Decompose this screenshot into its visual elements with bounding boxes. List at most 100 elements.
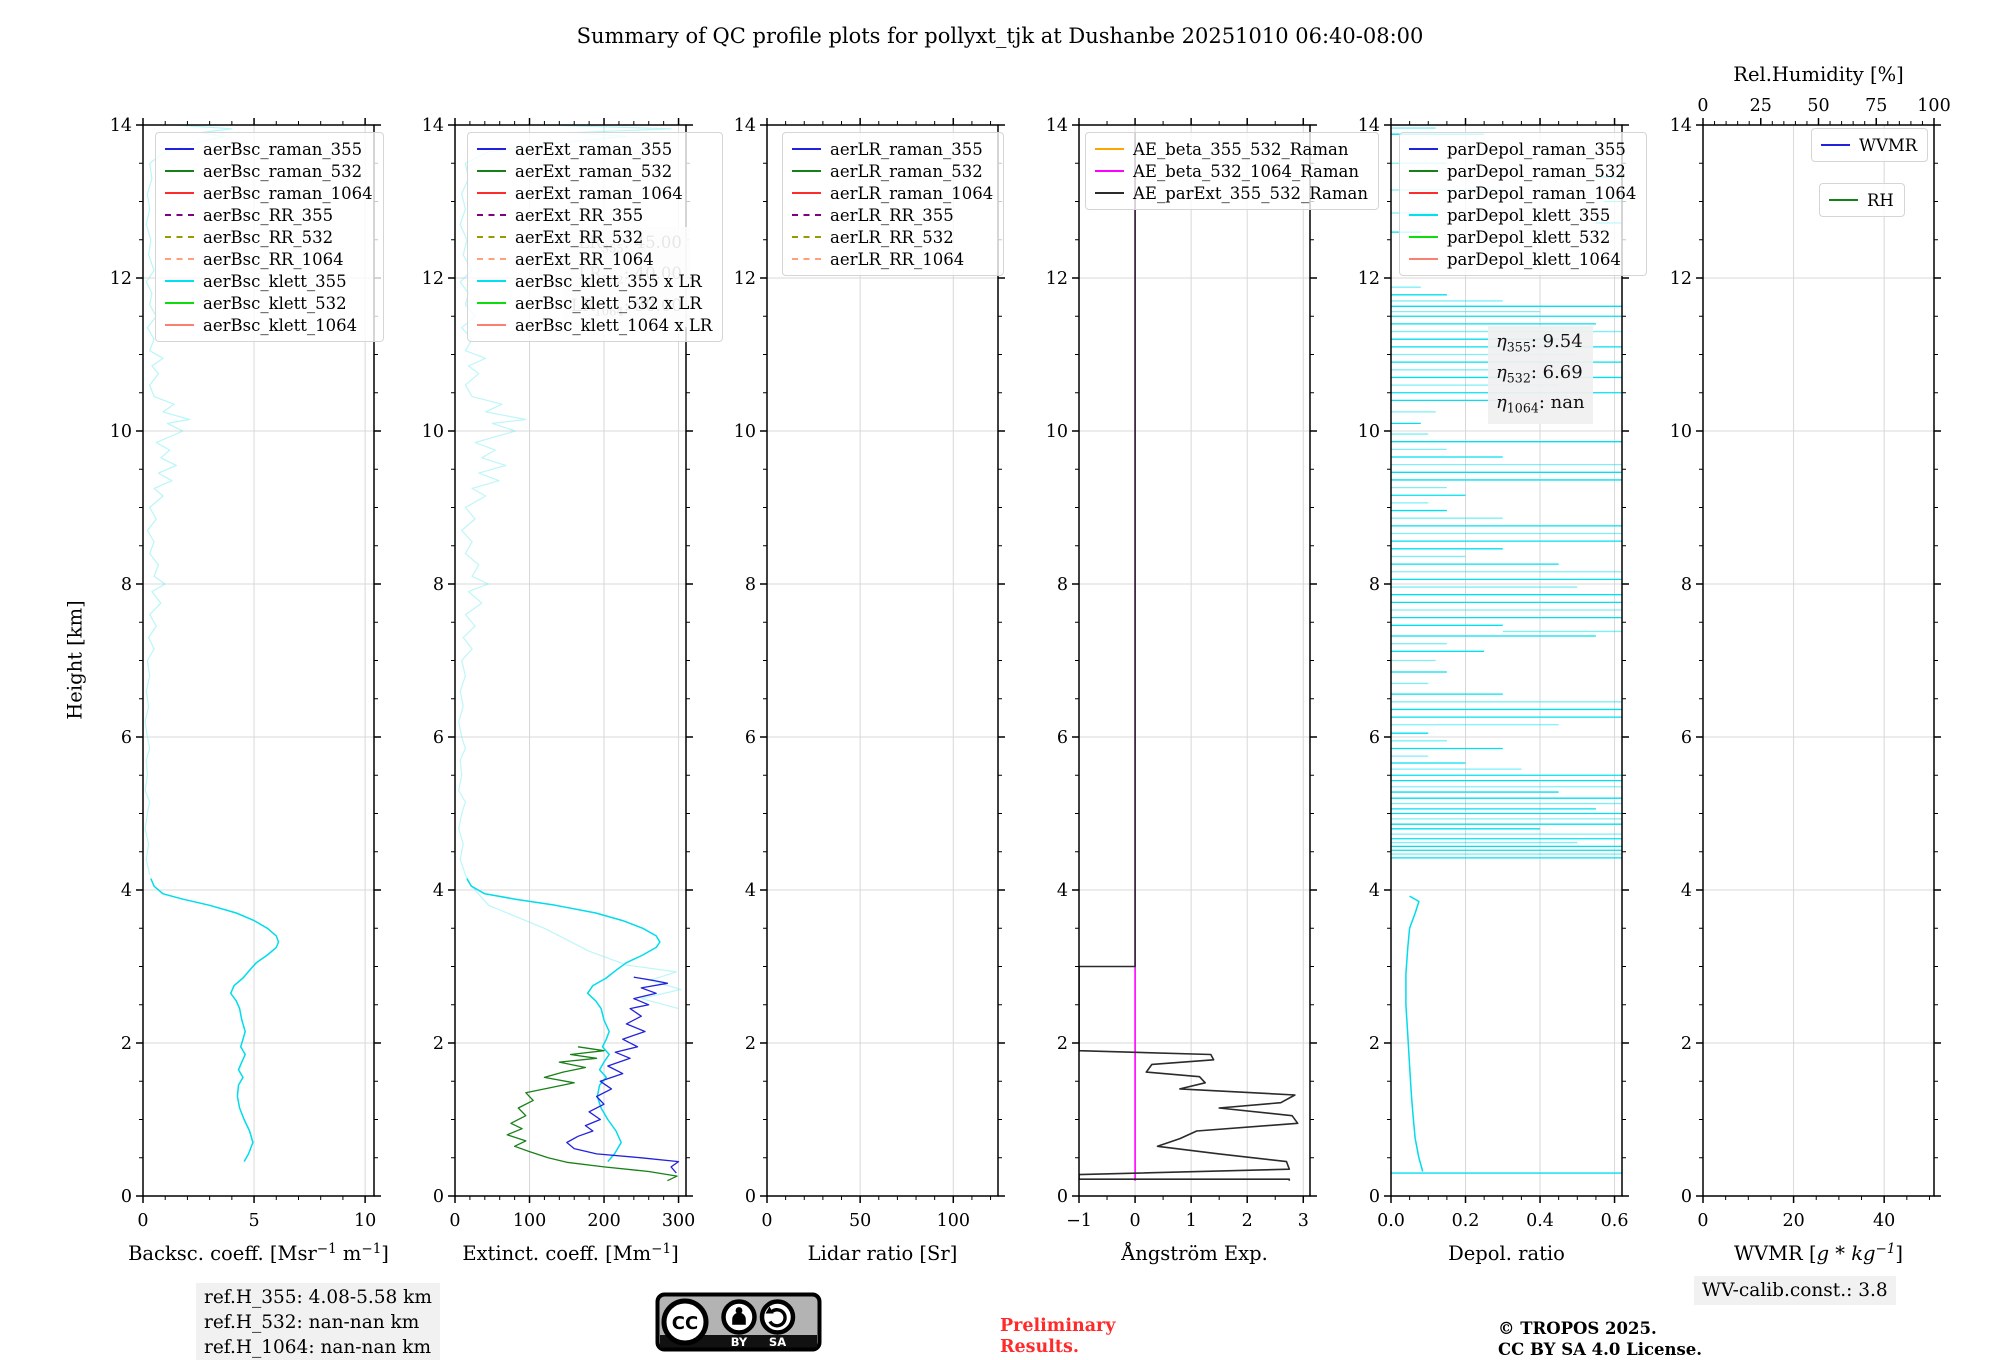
legend-item: parDepol_raman_1064 (1409, 182, 1636, 204)
cc-icon (661, 1298, 709, 1346)
legend-line-swatch (477, 170, 506, 172)
legend-item-label: aerLR_RR_1064 (830, 249, 965, 269)
eta-1064-value: η1064: nan (1496, 392, 1585, 416)
y-tick-label: 8 (1057, 575, 1068, 595)
legend-item-label: aerBsc_RR_355 (203, 205, 334, 225)
y-tick-label: 4 (121, 881, 132, 901)
x-tick-label: 0 (449, 1211, 460, 1231)
legend-line-swatch (792, 192, 821, 194)
x-axis-label: Lidar ratio [Sr] (808, 1242, 958, 1265)
legend-depol: parDepol_raman_355 parDepol_raman_532 parD… (1399, 132, 1648, 276)
plot-wvmr: 0 25 50 75 100 Rel.Humidity [%] 0 20 40 0 2 4 6 8 10 12… (1670, 63, 1951, 1265)
y-tick-label: 0 (1681, 1187, 1692, 1207)
top-tick-label: 75 (1865, 96, 1887, 116)
legend-lidar-ratio: aerLR_raman_355 aerLR_raman_532 aerLR_rama… (782, 132, 1005, 276)
preliminary-results-note: Preliminary Results. (1000, 1316, 1116, 1357)
legend-item-label: parDepol_klett_355 (1447, 205, 1611, 225)
top-tick-label: 0 (1697, 96, 1708, 116)
plot-extinction: 0 100 200 300 0 2 4 6 8 10 12 14 Extinct. coeff. [Mm… (422, 116, 696, 1265)
legend-item-label: aerLR_RR_355 (830, 205, 954, 225)
ref-h-532: ref.H_532: nan-nan km (204, 1312, 420, 1333)
y-tick-label: 0 (745, 1187, 756, 1207)
x-tick-label: 50 (849, 1211, 871, 1231)
y-tick-label: 12 (734, 269, 756, 289)
x-tick-label: 20 (1782, 1211, 1804, 1231)
series-aerBsc_klett_355_x_LR (466, 878, 661, 1163)
legend-item-label: parDepol_raman_355 (1447, 139, 1626, 159)
legend-item: aerBsc_raman_532 (165, 160, 373, 182)
y-tick-label: 10 (1046, 422, 1068, 442)
legend-line-swatch (792, 214, 821, 216)
x-tick-label: 0.6 (1601, 1211, 1629, 1231)
y-tick-label: 2 (1057, 1034, 1068, 1054)
y-tick-label: 2 (121, 1034, 132, 1054)
legend-item: aerLR_RR_532 (792, 226, 993, 248)
legend-line-swatch (165, 280, 194, 282)
legend-wvmr: WVMR (1811, 128, 1929, 162)
cc-by-label: BY (731, 1335, 748, 1349)
legend-item: aerBsc_klett_355 (165, 270, 373, 292)
legend-item-label: parDepol_raman_532 (1447, 161, 1626, 181)
y-tick-label: 4 (1369, 881, 1380, 901)
legend-line-swatch (1095, 192, 1124, 194)
y-tick-label: 10 (734, 422, 756, 442)
legend-item: aerBsc_raman_1064 (165, 182, 373, 204)
legend-item-label: WVMR (1859, 135, 1918, 155)
y-tick-label: 6 (1057, 728, 1068, 748)
x-tick-label: 200 (587, 1211, 620, 1231)
y-tick-label: 8 (121, 575, 132, 595)
legend-line-swatch (165, 148, 194, 150)
y-tick-label: 4 (1681, 881, 1692, 901)
top-tick-label: 50 (1807, 96, 1829, 116)
legend-line-swatch (1409, 170, 1438, 172)
sa-arrow-icon (759, 1299, 796, 1335)
eta-532-value: η532: 6.69 (1496, 361, 1583, 386)
x-tick-label: 300 (662, 1211, 695, 1231)
legend-line-swatch (477, 148, 506, 150)
legend-item-label: aerBsc_RR_532 (203, 227, 334, 247)
legend-item-label: aerBsc_klett_1064 x LR (515, 315, 713, 335)
y-tick-label: 4 (433, 881, 444, 901)
legend-backscatter: aerBsc_raman_355 aerBsc_raman_532 aerBsc_r… (155, 132, 384, 342)
legend-item-label: aerBsc_raman_355 (203, 139, 363, 159)
y-tick-label: 14 (1670, 116, 1692, 136)
y-tick-label: 8 (1369, 575, 1380, 595)
x-axis-label: Ångström Exp. (1120, 1240, 1268, 1265)
x-tick-label: 3 (1298, 1211, 1309, 1231)
legend-line-swatch (1409, 258, 1438, 260)
legend-item-label: RH (1867, 190, 1894, 210)
reference-height-annotation: ref.H_355: 4.08-5.58 km ref.H_532: nan-n… (196, 1283, 440, 1360)
legend-line-swatch (477, 324, 506, 326)
y-tick-label: 8 (745, 575, 756, 595)
by-person-icon (721, 1299, 757, 1335)
legend-item: aerBsc_klett_1064 x LR (477, 314, 712, 336)
copyright-note: © TROPOS 2025. CC BY SA 4.0 License. (1498, 1319, 1703, 1359)
legend-item-label: aerBsc_klett_355 x LR (515, 271, 702, 291)
legend-item: aerLR_raman_532 (792, 160, 993, 182)
legend-item-label: AE_beta_532_1064_Raman (1133, 161, 1359, 181)
legend-item-label: aerBsc_klett_532 (203, 293, 347, 313)
x-tick-label: 0 (137, 1211, 148, 1231)
cc-icon-label: CC (672, 1313, 698, 1334)
y-tick-label: 0 (433, 1187, 444, 1207)
ref-h-1064: ref.H_1064: nan-nan km (204, 1337, 432, 1358)
y-tick-label: 0 (1369, 1187, 1380, 1207)
legend-line-swatch (792, 258, 821, 260)
legend-item-label: aerLR_raman_1064 (830, 183, 994, 203)
legend-item-label: aerBsc_klett_1064 (203, 315, 358, 335)
legend-item-label: aerLR_RR_532 (830, 227, 954, 247)
legend-line-swatch (477, 214, 506, 216)
legend-item: aerExt_raman_532 (477, 160, 712, 182)
legend-item-label: parDepol_raman_1064 (1447, 183, 1637, 203)
y-tick-label: 6 (433, 728, 444, 748)
legend-line-swatch (165, 236, 194, 238)
series-parDepol_klett_355 (1405, 895, 1424, 1172)
y-tick-label: 4 (1057, 881, 1068, 901)
legend-line-swatch (165, 214, 194, 216)
y-tick-label: 6 (745, 728, 756, 748)
legend-line-swatch (792, 170, 821, 172)
series-aerExt_raman_532 (506, 1046, 678, 1182)
x-tick-label: 0 (1697, 1211, 1708, 1231)
legend-item: aerLR_RR_355 (792, 204, 993, 226)
